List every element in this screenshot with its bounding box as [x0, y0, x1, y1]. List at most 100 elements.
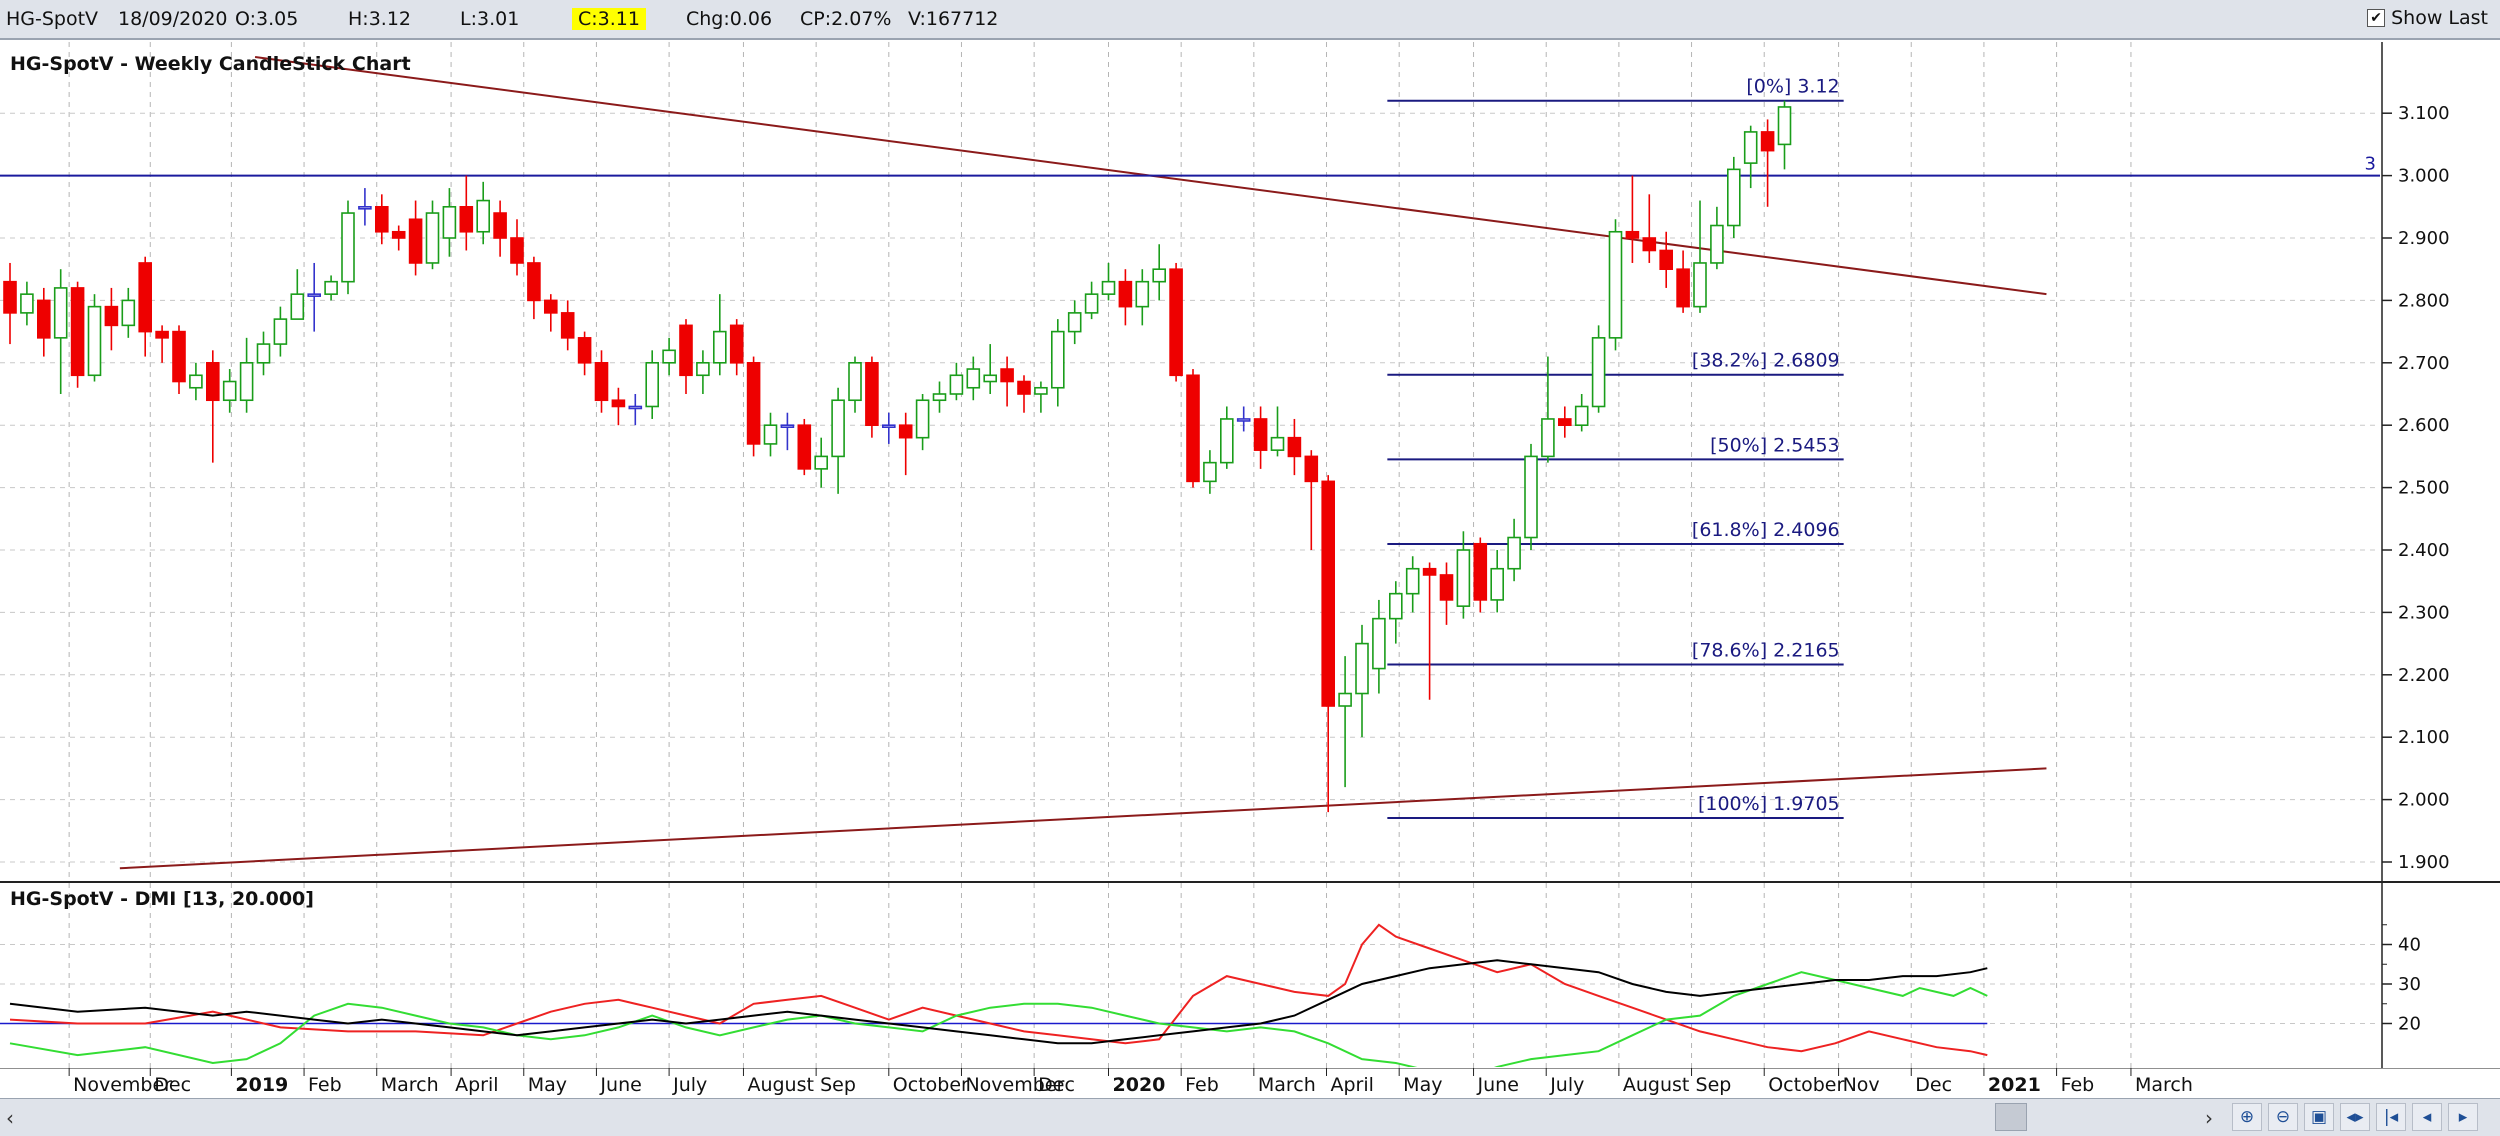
candle-body — [138, 262, 152, 333]
candle-body — [1743, 131, 1758, 164]
candle-body — [1727, 168, 1741, 227]
fib-level-label: [100%] 1.9705 — [1698, 793, 1840, 815]
candle-body — [1558, 418, 1572, 426]
price-tick-label: 3.000 — [2398, 166, 2450, 187]
chart-title: HG-SpotV - Weekly CandleStick Chart — [10, 53, 411, 75]
candle-body — [1169, 268, 1183, 377]
candle-body — [155, 330, 169, 339]
candle-body — [1321, 480, 1335, 707]
candle-body — [780, 424, 795, 429]
candle-body — [915, 399, 930, 439]
candle-body — [1760, 131, 1775, 152]
candle-body — [1287, 436, 1302, 458]
candle-body — [881, 424, 896, 429]
candle-body — [1017, 380, 1031, 395]
candle-body — [1541, 418, 1555, 458]
scroll-bar[interactable]: ‹ › ⊕ ⊖ ▣ ◂▸ |◂ ◂ ▸ — [0, 1098, 2500, 1136]
save-icon[interactable]: ▣ — [2304, 1103, 2334, 1131]
date-label: July — [1549, 1074, 1584, 1096]
dmi-chart[interactable]: 40 30 20 HG-SpotV - DMI [13, 20.000] — [0, 883, 2500, 1068]
date-label: Sep — [1696, 1074, 1732, 1096]
candle-body — [391, 230, 406, 239]
candle-body — [1676, 268, 1690, 308]
candle-body — [1118, 280, 1133, 308]
candle-body — [577, 337, 592, 364]
candle-body — [510, 237, 524, 264]
zoom-in-icon[interactable]: ⊕ — [2232, 1103, 2262, 1131]
date-label: June — [599, 1074, 641, 1096]
price-axis: 3.100 3.000 2.900 2.800 2.700 2.600 2.500 2.400… — [2381, 42, 2450, 882]
candle-body — [1473, 542, 1488, 601]
candle-body — [1203, 461, 1217, 483]
candle-body — [1253, 418, 1268, 451]
candle-body — [712, 330, 727, 364]
candle-body — [20, 293, 34, 314]
scroll-thumb[interactable] — [1995, 1103, 2027, 1131]
date-label: March — [1258, 1074, 1316, 1096]
date-label: Dec — [1915, 1074, 1952, 1096]
candle-body — [932, 393, 947, 402]
candle-body — [746, 361, 761, 445]
candle-body — [1608, 230, 1623, 339]
candle-body — [1456, 549, 1471, 607]
dmi-tick-label: 30 — [2398, 974, 2421, 995]
candle-body — [831, 399, 845, 458]
date-label: June — [1477, 1074, 1519, 1096]
candle-body — [1355, 642, 1369, 695]
candle-body — [696, 361, 710, 377]
scroll-right-arrow-icon[interactable]: › — [2205, 1106, 2213, 1130]
candle-body — [983, 374, 998, 383]
fib-level-label: [61.8%] 2.4096 — [1692, 519, 1840, 541]
candle-body — [53, 287, 68, 339]
candle-body — [189, 374, 203, 389]
candlestick-chart[interactable]: 3 [0%] 3.12 [38.2%] 2.6809 [50%] 2.5453 [61… — [0, 42, 2500, 882]
dmi-lines — [9, 923, 1988, 1067]
candle-body — [87, 305, 102, 377]
candle-body — [898, 424, 913, 439]
candle-body — [70, 287, 85, 377]
show-last-toggle[interactable]: ✔ Show Last — [2367, 7, 2488, 29]
candle-body — [36, 299, 51, 339]
resistance-line-label: 3 — [2365, 154, 2376, 175]
candle-body — [1220, 418, 1234, 464]
change-value: Chg:0.06 — [686, 8, 773, 30]
step-forward-icon[interactable]: ▸ — [2448, 1103, 2478, 1131]
candle-body — [611, 399, 626, 408]
pane-divider[interactable] — [0, 881, 2500, 883]
candle-body — [1186, 374, 1200, 483]
candle-body — [1034, 386, 1048, 395]
candle-body — [1591, 337, 1606, 408]
volume-value: V:167712 — [908, 8, 999, 30]
dmi-tick-label: 40 — [2398, 935, 2421, 956]
candle-body — [1389, 592, 1403, 620]
expand-icon[interactable]: ◂▸ — [2340, 1103, 2370, 1131]
candle-body — [1693, 262, 1707, 308]
dmi-series-adx — [9, 959, 1988, 1045]
price-tick-label: 2.800 — [2398, 290, 2450, 311]
date-label: July — [672, 1074, 707, 1096]
candle-body — [1659, 249, 1673, 270]
candle-body — [493, 212, 507, 239]
trendline — [119, 767, 2047, 870]
date-label: October — [1768, 1074, 1844, 1096]
candle-body — [543, 299, 558, 314]
date-label: April — [1331, 1074, 1374, 1096]
step-back-icon[interactable]: ◂ — [2412, 1103, 2442, 1131]
candle-body — [222, 380, 237, 402]
trendlines — [119, 56, 2047, 870]
candle-body — [865, 361, 879, 426]
candle-body — [628, 405, 643, 410]
price-tick-label: 3.100 — [2398, 103, 2450, 124]
scroll-left-arrow-icon[interactable]: ‹ — [6, 1106, 14, 1130]
zoom-out-icon[interactable]: ⊖ — [2268, 1103, 2298, 1131]
symbol-label: HG-SpotV — [6, 8, 99, 30]
candle-body — [594, 361, 609, 402]
candle-body — [1710, 224, 1724, 264]
candle-body — [1625, 230, 1640, 239]
candle-body — [256, 343, 271, 364]
candle-body — [1372, 617, 1386, 670]
dmi-title: HG-SpotV - DMI [13, 20.000] — [10, 888, 314, 910]
checkbox-icon[interactable]: ✔ — [2367, 9, 2386, 27]
go-first-icon[interactable]: |◂ — [2376, 1103, 2406, 1131]
